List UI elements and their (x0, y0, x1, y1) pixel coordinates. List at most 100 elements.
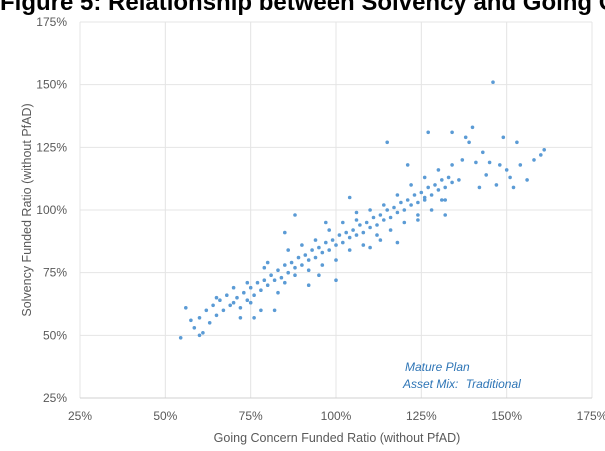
scatter-point (272, 308, 277, 313)
scatter-point (440, 178, 444, 182)
scatter-point (207, 321, 212, 325)
scatter-point (293, 213, 297, 217)
scatter-point (498, 163, 502, 167)
scatter-point (306, 258, 311, 262)
scatter-point (214, 295, 219, 300)
scatter-point (276, 290, 280, 295)
scatter-point (405, 163, 410, 167)
annotation-asset-mix: Asset Mix: Traditional (402, 377, 521, 391)
scatter-point (283, 230, 287, 235)
x-tick-label: 150% (491, 409, 522, 423)
scatter-point (235, 295, 239, 300)
scatter-point (242, 290, 246, 295)
scatter-point (354, 233, 359, 237)
x-tick-label: 100% (321, 409, 352, 423)
scatter-point (324, 240, 328, 245)
scatter-point (341, 240, 345, 245)
scatter-point (539, 153, 543, 157)
scatter-point (422, 198, 427, 202)
scatter-point (327, 248, 332, 252)
scatter-point (189, 318, 193, 323)
scatter-point (382, 218, 386, 222)
scatter-point (279, 275, 284, 280)
annotation-asset-mix-value: Traditional (466, 377, 521, 391)
scatter-point (477, 185, 482, 190)
scatter-point (487, 160, 492, 165)
figure-title: Figure 5: Relationship between Solvency … (0, 0, 605, 16)
scatter-point (382, 203, 386, 207)
scatter-point (419, 190, 424, 195)
scatter-point (508, 175, 512, 180)
scatter-point (245, 280, 250, 285)
scatter-point (412, 193, 417, 197)
scatter-point (265, 260, 270, 265)
scatter-point (405, 198, 410, 202)
scatter-point (392, 205, 396, 210)
scatter-point (378, 213, 383, 217)
x-tick-label: 25% (68, 409, 92, 423)
scatter-point (463, 135, 468, 140)
y-tick-label: 100% (36, 203, 67, 217)
scatter-point (231, 300, 236, 305)
scatter-point (532, 158, 536, 162)
annotation-plan: Mature Plan (405, 360, 470, 374)
scatter-point (402, 220, 407, 225)
scatter-point (286, 248, 291, 252)
data-points (178, 80, 546, 340)
scatter-point (330, 238, 335, 242)
scatter-point (221, 308, 226, 313)
scatter-point (491, 80, 495, 84)
scatter-point (443, 213, 448, 217)
scatter-point (347, 248, 352, 252)
scatter-point (484, 173, 489, 177)
scatter-point (364, 220, 369, 225)
scatter-point (252, 316, 256, 320)
y-axis-label: Solvency Funded Ratio (without PfAD) (20, 103, 34, 316)
scatter-point (265, 283, 270, 288)
scatter-point (525, 178, 529, 182)
scatter-point (252, 293, 256, 298)
x-tick-label: 175% (577, 409, 605, 423)
scatter-point (395, 240, 400, 245)
scatter-point (306, 268, 311, 273)
scatter-point (436, 188, 441, 192)
scatter-point (286, 270, 291, 275)
scatter-point (402, 208, 407, 212)
scatter-point (344, 230, 349, 235)
scatter-point (201, 331, 205, 335)
scatter-point (354, 218, 359, 222)
scatter-point (283, 263, 287, 267)
scatter-point (262, 265, 267, 270)
scatter-point (178, 336, 183, 340)
scatter-point (259, 288, 263, 293)
scatter-point (192, 326, 197, 330)
scatter-point (371, 215, 376, 220)
y-tick-label: 150% (36, 78, 67, 92)
scatter-point (197, 316, 202, 320)
scatter-point (334, 243, 338, 247)
scatter-point (248, 285, 253, 290)
scatter-point (341, 220, 345, 225)
scatter-point (306, 283, 311, 288)
scatter-point (358, 223, 362, 227)
scatter-point (446, 175, 451, 180)
scatter-point (300, 243, 304, 247)
scatter-point (231, 285, 236, 290)
scatter-point (351, 228, 355, 232)
scatter-point (248, 300, 253, 305)
scatter-point (334, 258, 338, 262)
gridlines (79, 21, 593, 399)
x-tick-label: 50% (153, 409, 177, 423)
scatter-point (450, 163, 454, 167)
scatter-point (395, 193, 400, 197)
scatter-point (429, 193, 434, 197)
scatter-point (422, 195, 427, 200)
scatter-point (361, 243, 366, 247)
scatter-point (310, 248, 314, 252)
scatter-point (293, 273, 297, 278)
scatter-point (259, 308, 263, 313)
scatter-point (347, 195, 352, 200)
scatter-point (283, 280, 287, 285)
scatter-point (450, 130, 454, 135)
